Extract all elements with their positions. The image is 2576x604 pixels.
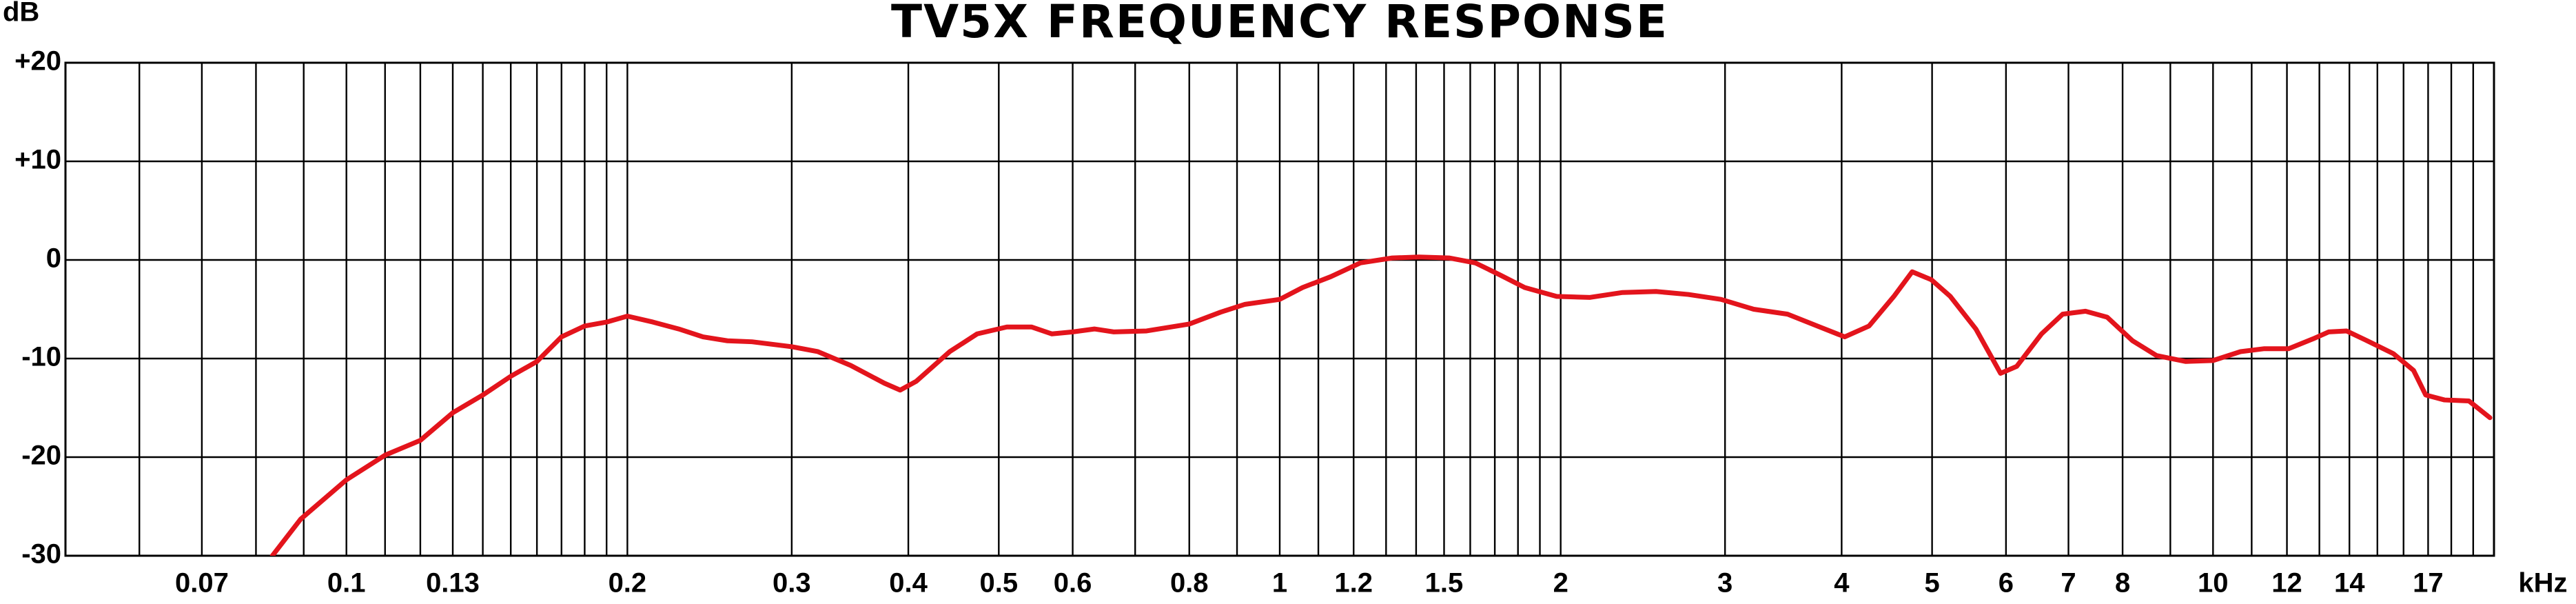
x-tick-label: 10 <box>2198 568 2229 598</box>
x-axis-label: kHz <box>2518 568 2567 598</box>
x-tick-label: 1 <box>1272 568 1287 598</box>
x-tick-label: 14 <box>2334 568 2365 598</box>
x-tick-label: 0.13 <box>426 568 480 598</box>
x-tick-label: 4 <box>1834 568 1850 598</box>
x-tick-label: 1.5 <box>1425 568 1464 598</box>
y-axis-label: dB <box>3 0 39 28</box>
x-tick-label: 0.1 <box>327 568 366 598</box>
response-curve <box>269 254 2493 556</box>
x-tick-label: 3 <box>1717 568 1732 598</box>
y-tick-label: +20 <box>14 46 61 77</box>
x-tick-label: 0.8 <box>1170 568 1209 598</box>
y-tick-label: -30 <box>21 539 61 570</box>
y-tick-label: 0 <box>46 243 61 274</box>
y-tick-label: -20 <box>21 441 61 471</box>
x-tick-label: 17 <box>2413 568 2444 598</box>
x-tick-label: 0.07 <box>175 568 229 598</box>
x-tick-label: 2 <box>1553 568 1568 598</box>
x-tick-label: 12 <box>2271 568 2302 598</box>
x-tick-label: 0.3 <box>773 568 811 598</box>
x-tick-label: 0.5 <box>980 568 1019 598</box>
x-tick-label: 0.2 <box>609 568 647 598</box>
x-tick-label: 0.6 <box>1054 568 1092 598</box>
y-tick-label: +10 <box>14 145 61 175</box>
x-tick-label: 1.2 <box>1334 568 1373 598</box>
y-tick-label: -10 <box>21 342 61 372</box>
x-tick-label: 7 <box>2061 568 2076 598</box>
x-tick-label: 0.4 <box>889 568 928 598</box>
x-tick-label: 6 <box>1999 568 2014 598</box>
plot-frame <box>64 61 2495 557</box>
x-tick-label: 8 <box>2115 568 2130 598</box>
x-tick-label: 5 <box>1924 568 1939 598</box>
chart-title: TV5X FREQUENCY RESPONSE <box>891 0 1668 48</box>
